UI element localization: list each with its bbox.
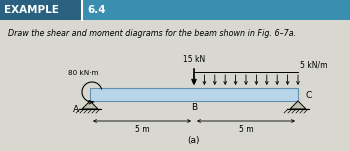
Text: 80 kN·m: 80 kN·m [68, 70, 98, 76]
Text: (a): (a) [188, 136, 200, 145]
Text: 5 m: 5 m [239, 125, 253, 134]
Text: 5 m: 5 m [135, 125, 149, 134]
Text: C: C [306, 92, 312, 101]
Text: 15 kN: 15 kN [183, 55, 205, 64]
Text: Draw the shear and moment diagrams for the beam shown in Fig. 6–7a.: Draw the shear and moment diagrams for t… [8, 29, 296, 39]
Text: 6.4: 6.4 [87, 5, 106, 15]
Polygon shape [82, 101, 98, 109]
Bar [0, 20, 350, 151]
Bar [0, 0, 350, 20]
Text: 5 kN/m: 5 kN/m [300, 61, 328, 70]
Bar [90, 88, 298, 101]
Text: A: A [73, 105, 79, 114]
Polygon shape [290, 101, 306, 109]
Text: EXAMPLE: EXAMPLE [4, 5, 59, 15]
Text: B: B [191, 103, 197, 112]
Bar [0, 0, 82, 20]
